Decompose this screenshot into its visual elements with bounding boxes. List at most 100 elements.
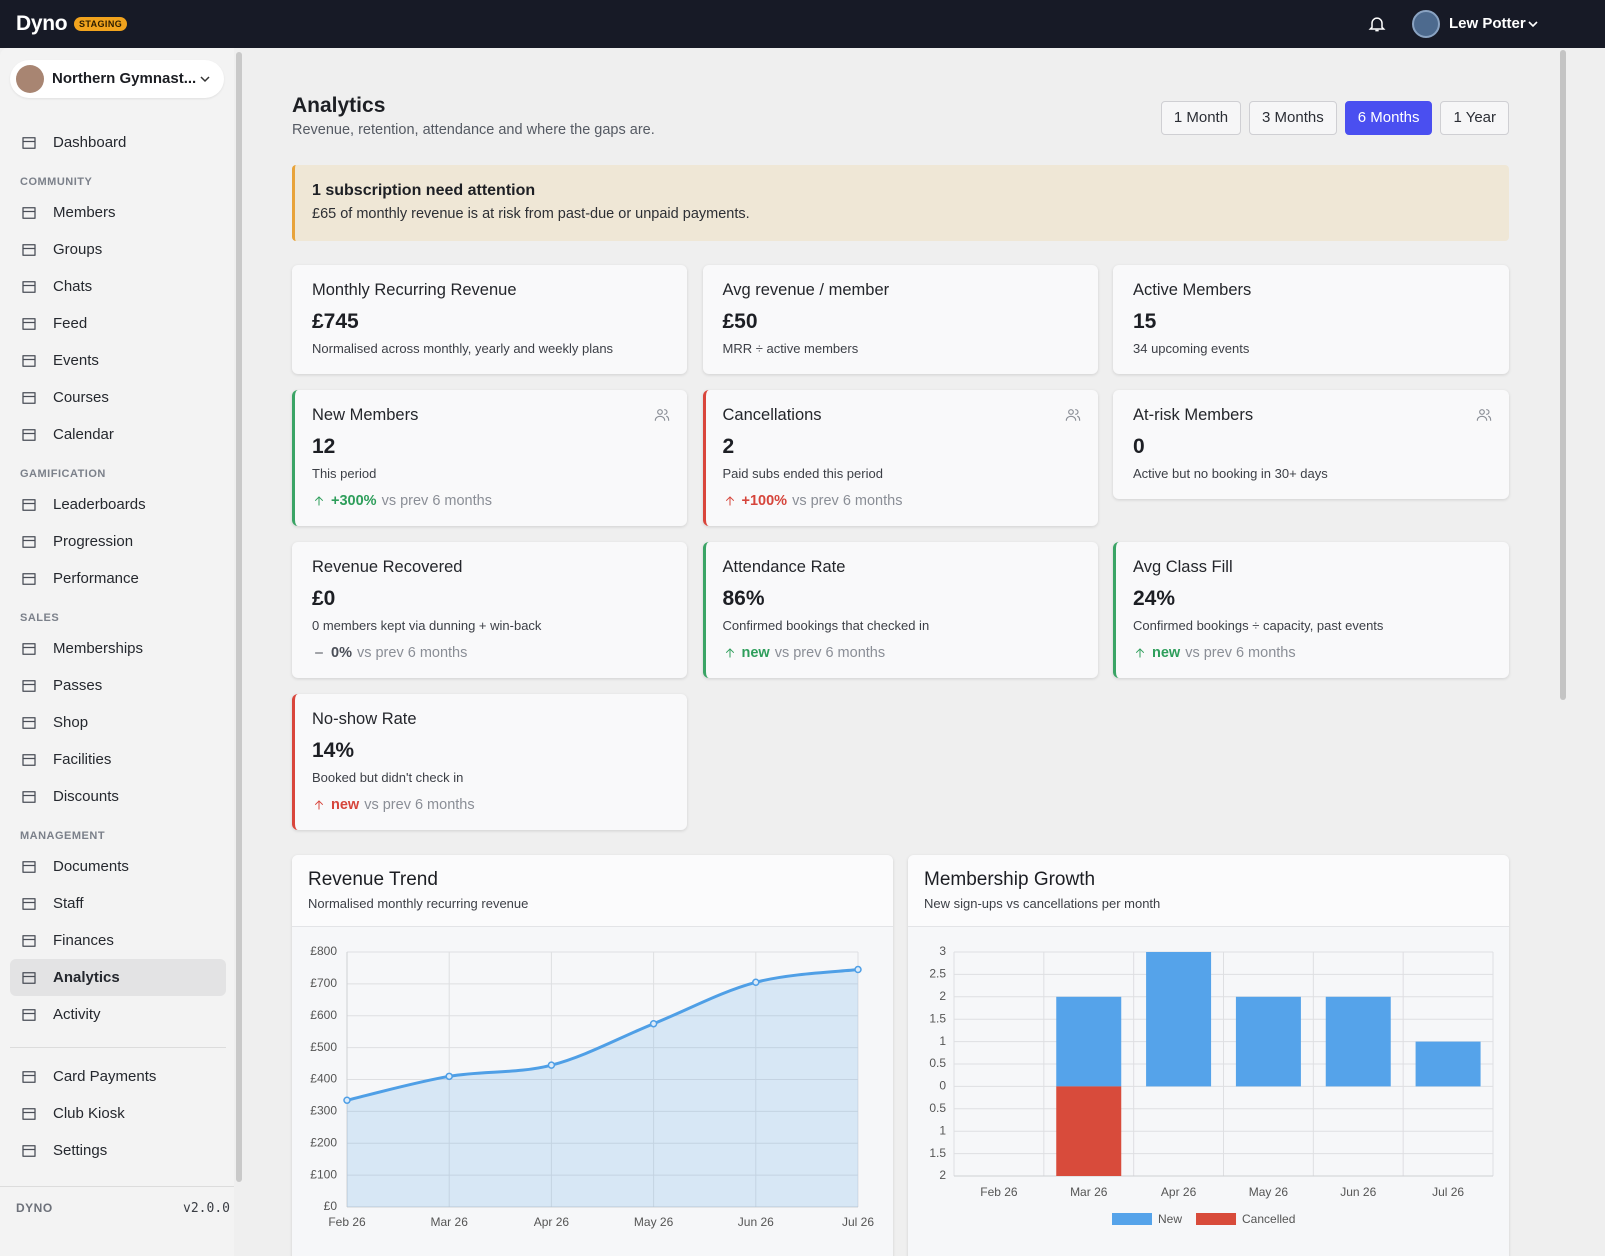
nav-item[interactable]: Finances [10,922,226,959]
nav-item[interactable]: Leaderboards [10,486,226,523]
nav-heading: SALES [20,612,60,624]
x-tick-label: Jul 26 [1432,1185,1464,1199]
nav-item[interactable]: Performance [10,560,226,597]
nav-item[interactable]: Members [10,194,226,231]
org-selector[interactable]: Northern Gymnast... [10,60,224,98]
nav-icon-path [22,971,36,984]
chart: £0 £100 £200 £300 £400 £500 £600 £700 £800 Feb 26… [310,944,874,1229]
chart-card: Revenue Trend Normalised monthly recurrin… [292,855,893,1256]
nav-item[interactable]: Staff [10,885,226,922]
nav-item[interactable]: Calendar [10,416,226,453]
nav-item[interactable]: Settings [10,1132,226,1169]
trend-icon [315,652,323,654]
nav-icon [22,498,36,511]
point [752,978,760,987]
nav-item[interactable]: Activity [10,996,226,1033]
change-text: vs prev 6 months [356,645,468,661]
point [445,1072,453,1081]
notifications[interactable] [1367,14,1387,34]
stat-title: Avg Class Fill [1133,558,1233,576]
nav-item[interactable]: Facilities [10,741,226,778]
stat-card: New Members 12 This period +300% vs prev 6 m… [292,390,687,526]
stat-change: new vs prev 6 months [1133,643,1489,663]
nav-icon-path [22,280,36,293]
nav-item[interactable]: Events [10,342,226,379]
stat-title: No-show Rate [312,710,417,728]
chevron-path [200,76,210,83]
change-text: vs prev 6 months [381,493,492,509]
change-value: new [1152,645,1181,661]
stat-title: Cancellations [722,406,822,424]
legend-label: Cancelled [1242,1212,1295,1226]
nav-item[interactable]: Dashboard [10,124,226,161]
stat-value: 15 [1133,310,1157,333]
nav-item[interactable]: Chats [10,268,226,305]
stat-value: 86% [722,587,765,610]
nav-label: Memberships [53,640,144,657]
org-avatar [16,65,44,93]
stat-card: No-show Rate 14% Booked but didn't check i… [292,694,687,830]
sidebar: Northern Gymnast... Dashboard COMMUNITY Me… [0,48,234,1256]
range-button[interactable]: 1 Year [1440,101,1509,135]
user-name[interactable]: Lew Potter [1449,15,1526,32]
nav-item[interactable]: Analytics [10,959,226,996]
nav-item[interactable]: Club Kiosk [10,1095,226,1132]
stat-value: 12 [312,435,336,458]
nav-icon [22,136,36,149]
stat-icon-path [1476,409,1492,421]
nav-icon [22,428,36,441]
nav-icon-path [22,428,36,441]
range-button[interactable]: 6 Months [1344,101,1433,135]
nav-icon-path [22,753,36,766]
stat-note: This period [312,466,377,481]
range-button[interactable]: 1 Month [1160,101,1242,135]
nav-icon [22,679,36,692]
nav-icon-path [22,572,36,585]
nav-item[interactable]: Memberships [10,630,226,667]
range-button[interactable]: 3 Months [1249,101,1337,135]
nav-item[interactable]: Documents [10,848,226,885]
stat-icon [654,409,670,421]
x-tick-label: Jul 26 [842,1215,874,1229]
y-tick-label: £0 [324,1199,338,1213]
stat-card: Cancellations 2 Paid subs ended this perio… [702,390,1098,526]
nav-icon [22,280,36,293]
bell-icon [1368,17,1386,32]
bar [1056,1086,1122,1176]
scrollbar[interactable] [236,52,242,1182]
change-value: +100% [741,493,788,509]
nav-icon [22,1070,36,1083]
stat-value: £0 [312,587,336,610]
stat-title: New Members [312,406,419,424]
nav-label: Analytics [53,969,120,986]
nav-item[interactable]: Discounts [10,778,226,815]
nav-item[interactable]: Progression [10,523,226,560]
user-menu[interactable] [1527,18,1539,30]
nav-icon-path [22,1008,36,1021]
y-tick-label: £600 [310,1008,337,1022]
nav-item[interactable]: Shop [10,704,226,741]
nav-item[interactable]: Card Payments [10,1058,226,1095]
stat-icon-path [1065,409,1080,421]
nav-icon [22,897,36,910]
bar [1415,1041,1481,1087]
nav-item[interactable]: Passes [10,667,226,704]
point [343,1096,351,1104]
nav-item[interactable]: Groups [10,231,226,268]
nav-icon-path [22,317,36,330]
user-avatar[interactable] [1412,10,1440,38]
legend-swatch [1196,1213,1237,1225]
nav-icon [22,572,36,585]
nav-item[interactable]: Feed [10,305,226,342]
scrollbar[interactable] [1560,50,1566,700]
point [547,1061,556,1069]
brand[interactable]: Dyno [16,12,68,35]
nav-item[interactable]: Courses [10,379,226,416]
stat-title: Active Members [1133,281,1252,299]
y-tick-label: 0.5 [929,1056,946,1070]
trend-icon [1136,648,1144,658]
y-tick-label: £800 [310,944,337,958]
y-tick-label: 0 [939,1079,946,1093]
nav-label: Calendar [53,426,114,443]
legend-swatch [1112,1213,1152,1225]
